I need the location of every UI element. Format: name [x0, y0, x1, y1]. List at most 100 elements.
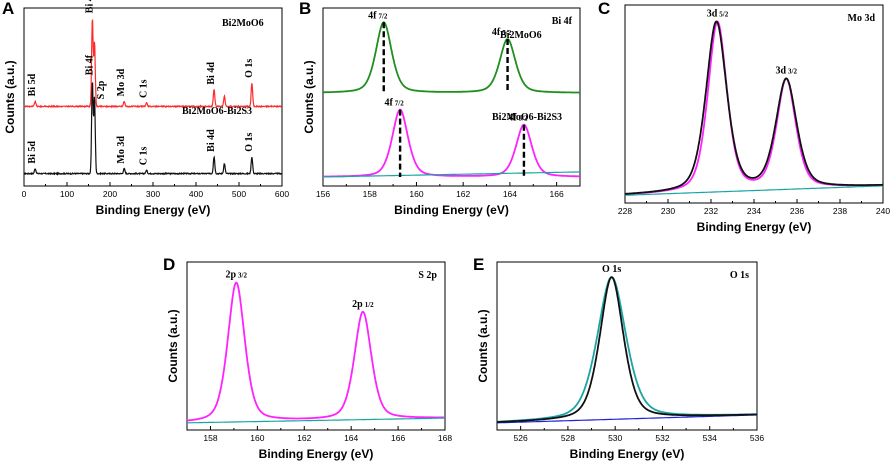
peak-annotation-name: 3d [775, 66, 786, 77]
x-tick-label: 234 [747, 206, 761, 216]
series-line-background [323, 171, 580, 178]
series-legend: Bi2MoO6-Bi2S3 [182, 106, 252, 117]
plot-frame [23, 7, 283, 187]
series-line-bi2moo6-bi2s3 [323, 108, 581, 178]
series-line-bi2moo6 [23, 19, 283, 109]
x-tick-label: 230 [661, 206, 675, 216]
x-tick-label: 160 [409, 189, 423, 199]
x-axis-label: Binding Energy (eV) [96, 203, 211, 217]
x-tick-label: 100 [60, 189, 74, 199]
x-tick-label: 236 [790, 206, 804, 216]
peak-annotation: O 1s [244, 59, 255, 78]
panel-a: A 0 100 200 300 400 500 600 Binding Energy (eV) C… [2, 0, 289, 217]
x-tick-label: 536 [750, 433, 764, 443]
panel-c: C 228 230 232 234 236 238 240 Binding Energy (eV… [598, 0, 890, 234]
panel-title: Mo 3d [848, 13, 876, 24]
panel-letter: B [299, 0, 311, 18]
panel-e: E 526 528 530 532 534 536 Binding Energy (eV) Co… [473, 255, 764, 461]
peak-marker-label: 4f 7/2 [384, 98, 404, 109]
series-line-raw [625, 20, 883, 195]
peak-annotation: O 1s [244, 133, 255, 152]
x-tick-label: 528 [561, 433, 575, 443]
panel-letter: D [163, 255, 175, 274]
y-axis-label: Counts (a.u.) [302, 60, 316, 133]
panel-letter: A [2, 0, 14, 18]
peak-annotation-name: O 1s [602, 264, 621, 275]
peak-annotation: Bi 5d [27, 73, 38, 96]
peak-marker-label: 4f 7/2 [368, 10, 388, 21]
panel-b: B 156 158 160 162 164 166 Binding Energy (eV) Co… [299, 0, 581, 217]
y-axis-label: Counts (a.u.) [3, 60, 17, 133]
peak-marker-sub: 7/2 [378, 12, 387, 20]
x-tick-label: 500 [232, 189, 246, 199]
x-tick-label: 530 [608, 433, 622, 443]
peak-marker-label: 4f 5/2 [508, 113, 528, 124]
peak-marker-name: 4f [508, 113, 517, 124]
panel-title: O 1s [730, 270, 749, 281]
panel-d: D 158 160 162 164 166 168 Binding Energy (eV) Co… [163, 255, 452, 461]
peak-annotation: Bi 5d [27, 141, 38, 164]
x-axis-label: Binding Energy (eV) [570, 447, 685, 461]
x-tick-label: 526 [514, 433, 528, 443]
x-tick-label: 160 [250, 433, 264, 443]
peak-marker-sub: 7/2 [395, 100, 404, 108]
peak-annotation: 3d 5/2 [707, 9, 729, 20]
peak-annotation: Mo 3d [116, 68, 127, 96]
x-tick-label: 0 [22, 189, 27, 199]
x-tick-label: 200 [103, 189, 117, 199]
peak-annotation: Bi 4f [84, 54, 95, 75]
x-tick-label: 158 [203, 433, 217, 443]
x-tick-label: 164 [503, 189, 517, 199]
panel-letter: E [473, 255, 484, 274]
series-line-bi2moo6-bi2s3 [23, 82, 283, 176]
peak-annotation: O 1s [602, 264, 621, 275]
peak-annotation: C 1s [139, 79, 150, 98]
peak-annotation-name: 2p [225, 270, 236, 281]
x-tick-label: 238 [833, 206, 847, 216]
x-tick-label: 156 [316, 189, 330, 199]
peak-annotation-sub: 1/2 [365, 301, 374, 309]
panel-title: Bi 4f [552, 16, 573, 27]
series-line-background [187, 417, 445, 424]
peak-marker-name: 4f [384, 98, 393, 109]
x-tick-label: 532 [655, 433, 669, 443]
series-legend: Bi2MoO6 [500, 30, 542, 41]
x-tick-label: 600 [275, 189, 289, 199]
x-tick-label: 400 [189, 189, 203, 199]
x-tick-label: 166 [550, 189, 564, 199]
peak-marker-label: 4f 5/2 [492, 27, 512, 38]
peak-annotation-name: 2p [352, 299, 363, 310]
peak-annotation: Bi 4f [84, 0, 95, 13]
plot-frame [496, 261, 758, 431]
peak-annotation-sub: 3/2 [788, 68, 797, 76]
y-axis-label: Counts (a.u.) [166, 309, 180, 382]
peak-annotation-sub: 3/2 [238, 272, 247, 280]
series-legend: Bi2MoO6 [222, 18, 264, 29]
x-tick-label: 168 [438, 433, 452, 443]
peak-marker-sub: 5/2 [502, 29, 511, 37]
x-tick-label: 228 [618, 206, 632, 216]
x-tick-label: 232 [704, 206, 718, 216]
peak-annotation: Mo 3d [116, 136, 127, 164]
peak-annotation: 2p 1/2 [352, 299, 374, 310]
peak-annotation: 2p 3/2 [225, 270, 247, 281]
x-axis-label: Binding Energy (eV) [697, 220, 812, 234]
x-tick-label: 162 [456, 189, 470, 199]
x-tick-label: 164 [344, 433, 358, 443]
x-tick-label: 240 [876, 206, 890, 216]
panel-title: S 2p [418, 270, 437, 281]
series-line-fit [625, 20, 883, 195]
series-line-fit [497, 276, 757, 423]
y-axis-label: Counts (a.u.) [476, 309, 490, 382]
series-line-background [497, 414, 758, 424]
x-tick-label: 300 [146, 189, 160, 199]
peak-annotation: 3d 3/2 [775, 66, 797, 77]
series-legend: Bi2MoO6-Bi2S3 [492, 112, 562, 123]
peak-annotation: S 2p [96, 80, 107, 99]
peak-marker-sub: 5/2 [519, 115, 528, 123]
panel-letter: C [598, 0, 610, 18]
x-tick-label: 166 [391, 433, 405, 443]
peak-annotation-sub: 5/2 [719, 11, 728, 19]
peak-annotation: C 1s [139, 147, 150, 166]
